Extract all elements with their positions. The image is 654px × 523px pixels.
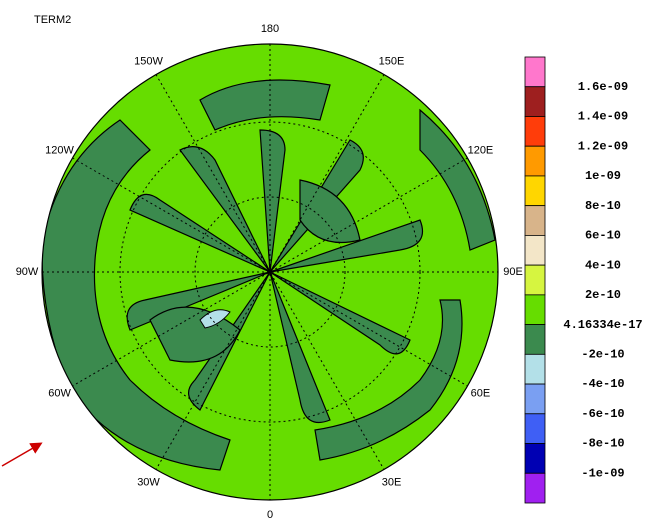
colorbar-box [525, 384, 545, 414]
lon-label: 120W [45, 144, 74, 156]
arrow [2, 444, 40, 466]
colorbar-label: 1.4e-09 [578, 110, 628, 124]
colorbar-label: 8e-10 [585, 199, 621, 213]
lon-label: 150W [134, 55, 163, 67]
lon-label: 60E [471, 387, 491, 399]
lon-label: 30E [382, 476, 402, 488]
colorbar-box [525, 444, 545, 474]
colorbar-box [525, 116, 545, 146]
colorbar-label: -1e-09 [581, 466, 624, 480]
colorbar-label: 4.16334e-17 [563, 318, 642, 332]
colorbar-box [525, 325, 545, 355]
colorbar: 1.6e-09 1.4e-09 1.2e-09 1e-09 8e-10 6e-10 4e-1… [525, 57, 643, 503]
colorbar-label: -4e-10 [581, 377, 624, 391]
colorbar-box [525, 265, 545, 295]
title: TERM2 [34, 14, 71, 26]
colorbar-box [525, 235, 545, 265]
colorbar-box [525, 146, 545, 176]
colorbar-box [525, 414, 545, 444]
colorbar-label: 4e-10 [585, 258, 621, 272]
lon-label: 90W [16, 266, 39, 278]
colorbar-label: 1e-09 [585, 169, 621, 183]
colorbar-label: -6e-10 [581, 407, 624, 421]
figure: TERM2 180 150E 120E 90E 60E 30E [0, 0, 654, 518]
lon-label: 60W [48, 387, 71, 399]
colorbar-box [525, 176, 545, 206]
colorbar-label: -8e-10 [581, 437, 624, 451]
lon-label: 30W [137, 476, 160, 488]
lon-label: 90E [503, 266, 523, 278]
colorbar-label: -2e-10 [581, 348, 624, 362]
colorbar-box [525, 57, 545, 87]
colorbar-label: 2e-10 [585, 288, 621, 302]
map-field [42, 44, 498, 500]
colorbar-box [525, 206, 545, 236]
colorbar-box [525, 87, 545, 117]
colorbar-box [525, 354, 545, 384]
lon-label: 0 [267, 509, 273, 518]
colorbar-label: 1.6e-09 [578, 80, 628, 94]
lon-label: 150E [379, 55, 405, 67]
colorbar-box [525, 295, 545, 325]
colorbar-label: 6e-10 [585, 229, 621, 243]
lon-label: 180 [261, 23, 279, 35]
colorbar-label: 1.2e-09 [578, 139, 628, 153]
lon-label: 120E [468, 144, 494, 156]
colorbar-box [525, 473, 545, 503]
